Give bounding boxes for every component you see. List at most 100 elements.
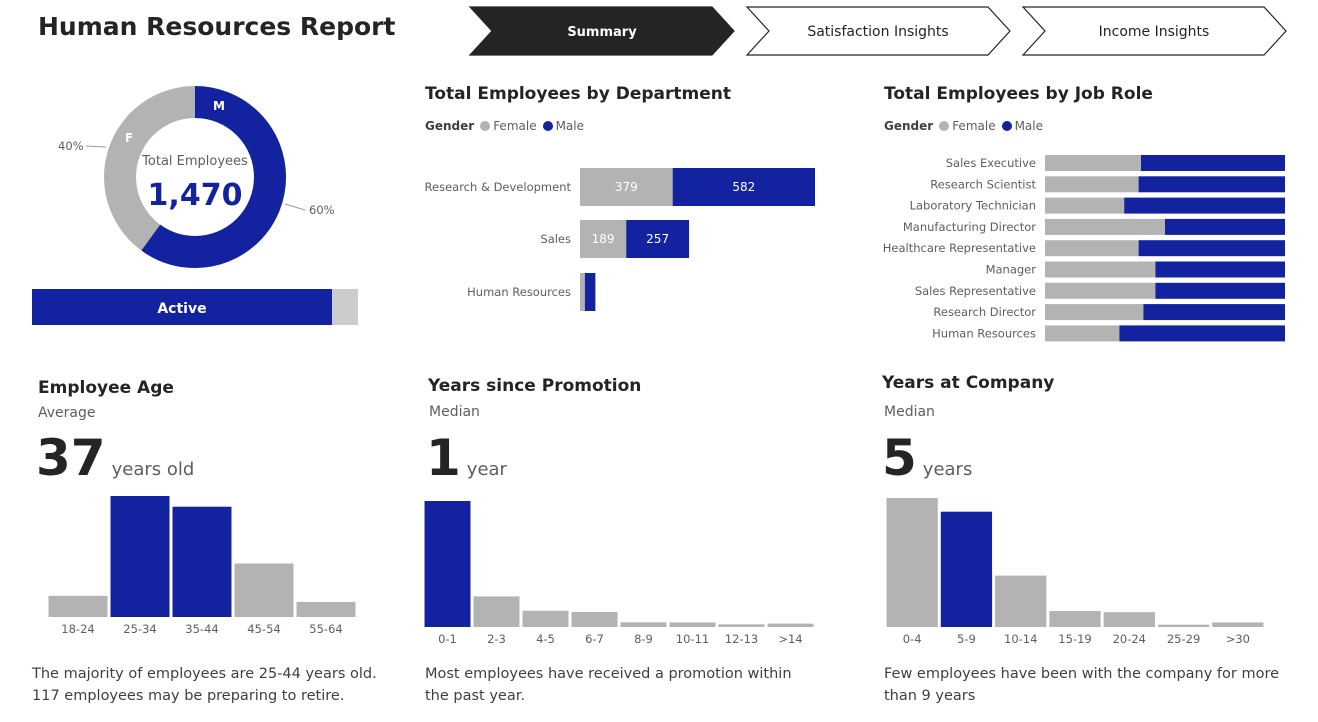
role-category-label: Sales Representative [915, 284, 1036, 298]
female-dot-icon [480, 121, 491, 131]
role-bar-male[interactable] [1165, 218, 1285, 235]
promo-tick-label: >14 [778, 632, 802, 646]
donut-female-pct: 40% [58, 139, 84, 153]
role-bar-female[interactable] [1045, 155, 1141, 171]
donut-center-value: 1,470 [148, 178, 243, 213]
tenure-title: Years at Company [882, 373, 1055, 393]
dept-bar-chart: Research & Development 379 582 Sales 189 257 H… [425, 168, 815, 311]
donut-male-arc[interactable] [104, 86, 286, 268]
age-tick-label: 18-24 [61, 622, 94, 636]
donut-center-label: Total Employees [141, 154, 248, 169]
dept-bar-female[interactable] [580, 273, 585, 311]
age-bar[interactable] [296, 601, 356, 617]
tenure-bar[interactable] [1157, 624, 1210, 627]
role-legend-male[interactable]: Male [1001, 119, 1044, 133]
dept-bar-female[interactable] [580, 168, 673, 206]
tab-satisfaction-insights[interactable]: Satisfaction Insights [745, 6, 1011, 56]
dept-chart-title: Total Employees by Department [425, 84, 731, 104]
age-unit: years old [111, 459, 195, 480]
tenure-bar[interactable] [940, 511, 993, 627]
dept-bar-male[interactable] [584, 273, 596, 311]
tenure-histogram: 0-4 5-9 10-14 15-19 20-24 25-29 >30 [886, 498, 1264, 646]
tenure-bar[interactable] [886, 498, 938, 627]
tab-summary[interactable]: Summary [468, 6, 735, 56]
tenure-bar[interactable] [1212, 622, 1264, 627]
tenure-value: 5 [882, 429, 917, 487]
donut-female-letter: F [125, 131, 133, 145]
tenure-tick-label: 0-4 [903, 632, 922, 646]
role-bar-male[interactable] [1155, 282, 1285, 299]
tenure-note: Few employees have been with the company… [884, 663, 1294, 707]
promo-bar[interactable] [718, 624, 765, 627]
dept-bar-female[interactable] [580, 220, 627, 258]
dept-legend-male[interactable]: Male [542, 119, 585, 133]
report-title: Human Resources Report [38, 12, 396, 41]
tab-income-label: Income Insights [1099, 24, 1210, 40]
age-tick-label: 45-54 [247, 622, 280, 636]
role-legend-female[interactable]: Female [939, 119, 996, 133]
role-bar-male[interactable] [1119, 325, 1285, 342]
promo-bar[interactable] [473, 596, 520, 627]
dept-value-label: 379 [615, 180, 638, 194]
active-status-bar[interactable]: Active [32, 289, 358, 325]
role-legend-male-label: Male [1014, 119, 1044, 133]
role-bar-male[interactable] [1141, 155, 1285, 171]
tenure-bar[interactable] [995, 575, 1047, 627]
role-bar-male[interactable] [1138, 176, 1285, 193]
dept-bar-male[interactable] [672, 168, 815, 206]
dept-value-label: 582 [732, 180, 755, 194]
dept-legend: Gender Female Male [425, 119, 590, 133]
dept-bar-male[interactable] [626, 220, 690, 258]
age-note: The majority of employees are 25-44 year… [32, 663, 392, 707]
dept-legend-male-label: Male [555, 119, 585, 133]
dept-category-label: Sales [540, 232, 571, 246]
promo-kpi: 1 year [426, 433, 507, 495]
promo-tick-label: 10-11 [676, 632, 709, 646]
age-bar[interactable] [48, 595, 108, 617]
tenure-note-line-2: than 9 years [884, 688, 976, 704]
role-bar-female[interactable] [1045, 176, 1139, 193]
age-note-line-1: The majority of employees are 25-44 year… [32, 666, 377, 682]
female-dot-icon [939, 121, 950, 131]
promo-bar[interactable] [571, 611, 618, 627]
tenure-bar[interactable] [1049, 611, 1101, 627]
age-title: Employee Age [38, 378, 174, 398]
tab-income-insights[interactable]: Income Insights [1021, 6, 1287, 56]
promo-bar[interactable] [767, 623, 814, 627]
promo-bar[interactable] [424, 501, 471, 627]
age-bar[interactable] [172, 506, 232, 617]
age-bar[interactable] [234, 563, 294, 617]
promo-histogram: 0-1 2-3 4-5 6-7 8-9 10-11 12-13 >14 [424, 501, 814, 646]
male-dot-icon [542, 121, 553, 131]
role-bar-female[interactable] [1045, 304, 1144, 321]
promo-bar[interactable] [522, 610, 569, 627]
dept-category-label: Human Resources [467, 285, 571, 299]
role-bar-male[interactable] [1124, 197, 1285, 214]
tenure-tick-label: 5-9 [957, 632, 976, 646]
role-bar-male[interactable] [1138, 240, 1285, 257]
role-bar-female[interactable] [1045, 240, 1139, 257]
role-bar-male[interactable] [1155, 261, 1285, 278]
dept-legend-female[interactable]: Female [480, 119, 537, 133]
age-bar[interactable] [110, 496, 170, 617]
promo-stat-label: Median [429, 404, 480, 420]
role-bar-female[interactable] [1045, 197, 1125, 214]
role-bar-female[interactable] [1045, 261, 1156, 278]
promo-tick-label: 0-1 [438, 632, 457, 646]
promo-value: 1 [426, 429, 461, 487]
promo-note-line-2: the past year. [425, 688, 525, 704]
donut-male-leader [284, 203, 306, 211]
promo-bar[interactable] [620, 622, 667, 627]
tenure-bar[interactable] [1103, 612, 1155, 627]
role-bar-female[interactable] [1045, 282, 1156, 299]
role-bar-female[interactable] [1045, 218, 1165, 235]
donut-female-leader [85, 145, 107, 148]
role-bar-female[interactable] [1045, 325, 1120, 342]
role-bar-male[interactable] [1143, 304, 1285, 321]
donut-male-pct: 60% [309, 203, 335, 217]
dept-legend-female-label: Female [493, 119, 537, 133]
gender-donut-chart: M F 40% 60% Total Employees 1,470 [58, 86, 335, 268]
age-kpi: 37 years old [36, 433, 194, 495]
donut-male-letter: M [213, 99, 225, 113]
promo-bar[interactable] [669, 622, 716, 627]
